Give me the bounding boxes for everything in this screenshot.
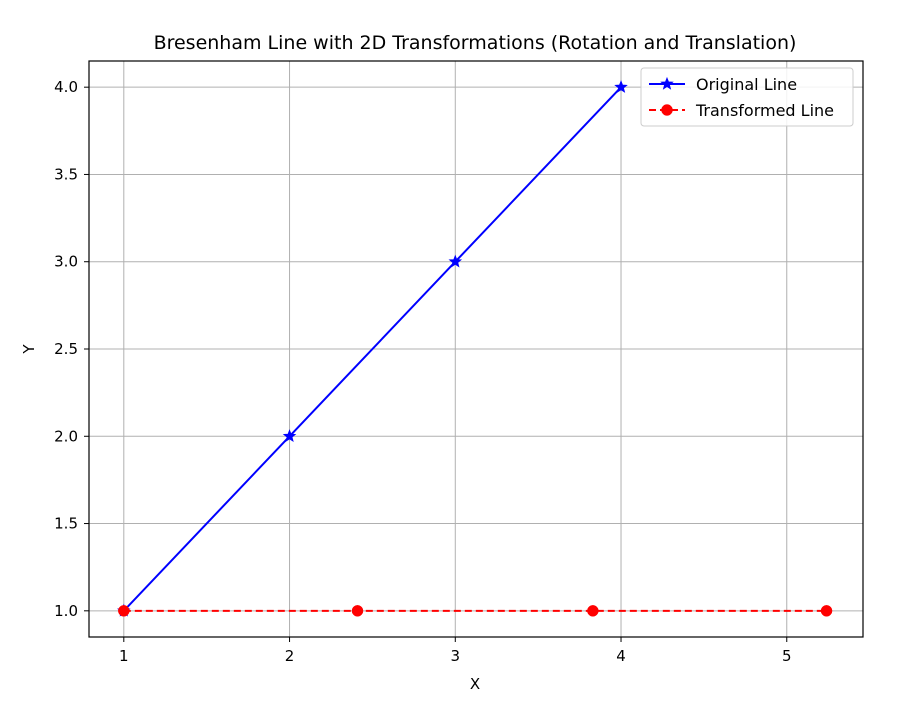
x-tick-label-0: 1 (119, 647, 129, 665)
y-tick-label-6: 4.0 (54, 78, 78, 96)
legend-items: Original Line Transformed Line (649, 75, 834, 120)
y-tick-label-0: 1.0 (54, 602, 78, 620)
series-0-point-1 (282, 429, 297, 443)
legend-label-1: Transformed Line (695, 101, 834, 120)
y-tick-label-2: 2.0 (54, 427, 78, 445)
series-1-point-0 (118, 605, 130, 617)
legend-box (640, 67, 854, 127)
series-1-point-3 (820, 605, 833, 617)
x-tick-label-3: 4 (616, 647, 626, 665)
ticks: 1 2 3 4 5 1.0 1.5 2.0 2.5 3.0 3.5 4.0 (54, 78, 791, 665)
y-tick-label-5: 3.5 (54, 165, 78, 183)
x-tick-label-2: 3 (451, 647, 461, 665)
x-axis-label: X (470, 675, 480, 693)
series-0-line (123, 86, 622, 612)
y-tick-label-4: 3.0 (54, 253, 78, 271)
legend-label-0: Original Line (696, 75, 797, 94)
legend-marker-0 (660, 76, 674, 90)
series-1 (118, 605, 833, 617)
y-tick-label-3: 2.5 (54, 340, 78, 358)
chart-title: Bresenham Line with 2D Transformations (… (154, 32, 797, 54)
x-tick-label-1: 2 (285, 647, 295, 665)
series-0-point-3 (614, 80, 628, 93)
x-tick-label-4: 5 (782, 647, 792, 665)
series-1-point-2 (587, 605, 599, 617)
grid (89, 61, 863, 637)
y-axis-label: Y (20, 344, 38, 355)
legend-marker-1 (661, 104, 673, 116)
series-1-point-1 (351, 605, 364, 617)
y-tick-label-1: 1.5 (54, 515, 78, 533)
series (117, 80, 833, 617)
series-0-point-2 (448, 254, 463, 268)
legend: Original Line Transformed Line (640, 67, 854, 127)
